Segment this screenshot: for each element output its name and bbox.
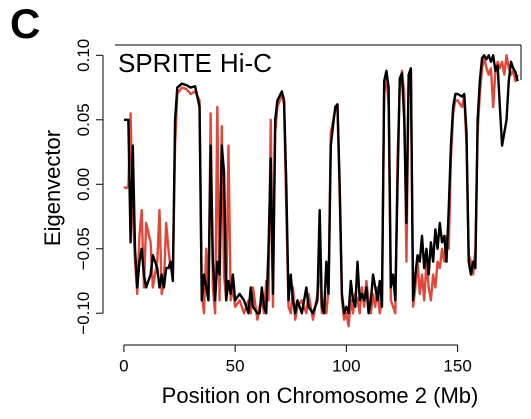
x-tick-label: 100	[332, 356, 360, 375]
x-axis-label: Position on Chromosome 2 (Mb)	[162, 383, 479, 408]
x-tick-label: 50	[226, 356, 245, 375]
series-line	[123, 54, 519, 315]
y-tick-label: −0.10	[74, 292, 93, 335]
legend-entry: Hi-C	[220, 48, 272, 78]
y-tick-label: −0.05	[74, 227, 93, 270]
panel-label: C	[10, 0, 40, 47]
y-tick-label: 0.00	[74, 168, 93, 201]
y-axis-label: Eigenvector	[40, 130, 65, 246]
y-tick-label: 0.05	[74, 103, 93, 136]
x-tick-label: 150	[443, 356, 471, 375]
legend-entry: SPRITE	[118, 48, 212, 78]
x-tick-label: 0	[119, 356, 128, 375]
y-tick-label: 0.10	[74, 39, 93, 72]
